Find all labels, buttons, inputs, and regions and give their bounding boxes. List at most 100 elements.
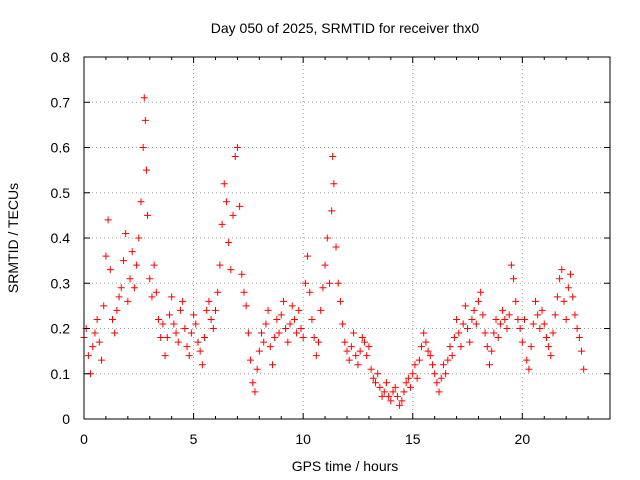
data-point <box>325 279 333 287</box>
data-point <box>562 315 570 323</box>
data-point <box>444 356 452 364</box>
data-point <box>556 275 564 283</box>
data-point <box>538 306 546 314</box>
data-point <box>299 334 307 342</box>
data-point <box>516 325 524 332</box>
data-point <box>122 229 130 237</box>
data-point <box>396 401 404 409</box>
x-tick-label: 0 <box>80 431 88 447</box>
data-point <box>258 329 266 337</box>
data-point <box>165 311 173 319</box>
data-point <box>536 325 544 332</box>
data-point <box>317 306 325 314</box>
data-point <box>512 297 520 305</box>
data-point <box>485 361 493 369</box>
data-point <box>242 302 250 310</box>
data-point <box>336 297 344 305</box>
data-point <box>236 202 244 210</box>
data-point <box>398 397 406 405</box>
y-tick-label: 0.2 <box>51 321 71 337</box>
data-point <box>560 297 568 305</box>
data-point <box>102 252 110 260</box>
data-point <box>306 288 314 296</box>
y-tick-label: 0.6 <box>51 140 71 156</box>
data-point <box>420 329 428 337</box>
data-point <box>315 338 323 346</box>
data-point <box>159 320 167 328</box>
data-point <box>244 329 252 337</box>
data-point <box>231 153 239 161</box>
data-point <box>371 379 379 387</box>
data-point <box>428 361 436 369</box>
data-point <box>475 297 482 305</box>
data-point <box>301 279 309 287</box>
data-point <box>93 315 101 323</box>
data-point <box>251 388 259 396</box>
data-point <box>510 275 518 283</box>
data-point <box>446 343 454 351</box>
data-point <box>295 306 303 314</box>
data-point <box>418 343 426 351</box>
data-point <box>288 302 296 310</box>
data-point <box>571 311 579 319</box>
data-point <box>437 374 445 382</box>
data-point <box>264 306 272 314</box>
data-point <box>181 325 189 332</box>
data-point <box>176 306 184 314</box>
data-point <box>389 388 397 396</box>
data-point <box>426 352 434 360</box>
data-point <box>190 311 198 319</box>
data-point <box>459 320 467 328</box>
data-point <box>472 320 480 328</box>
data-point <box>424 347 432 355</box>
data-point <box>207 315 215 323</box>
data-point <box>95 338 103 346</box>
data-point <box>310 334 318 342</box>
data-point <box>356 347 364 355</box>
data-point <box>91 329 99 337</box>
data-point <box>84 352 92 360</box>
data-point <box>525 365 533 373</box>
data-point <box>198 361 206 369</box>
data-point <box>104 216 112 224</box>
data-point <box>174 338 182 346</box>
data-point <box>435 388 443 396</box>
data-point <box>273 315 281 323</box>
data-point <box>549 329 557 337</box>
data-point <box>161 352 169 360</box>
data-point <box>187 329 195 337</box>
data-point <box>271 334 279 342</box>
data-point <box>319 284 327 292</box>
data-point <box>575 334 583 342</box>
data-point <box>128 248 136 256</box>
data-point <box>345 356 353 364</box>
data-point <box>262 320 270 328</box>
data-point <box>523 356 531 364</box>
data-point <box>409 370 417 378</box>
data-point <box>163 334 171 342</box>
data-point <box>551 311 559 319</box>
data-point <box>564 284 572 292</box>
data-point <box>168 293 176 301</box>
grid-layer <box>84 57 610 419</box>
data-point <box>580 365 588 373</box>
data-point <box>363 352 371 360</box>
data-point <box>113 306 121 314</box>
data-point <box>464 325 472 332</box>
data-point <box>503 325 511 332</box>
data-point <box>422 338 430 346</box>
data-point <box>225 239 233 247</box>
data-point <box>332 243 340 251</box>
data-point <box>343 347 351 355</box>
data-point <box>179 297 187 305</box>
data-point <box>341 338 349 346</box>
data-point <box>284 338 292 346</box>
data-point <box>220 180 228 188</box>
data-point <box>209 325 217 332</box>
data-point <box>457 343 465 351</box>
y-tick-label: 0.8 <box>51 49 71 65</box>
data-point <box>330 180 338 188</box>
data-point <box>578 347 586 355</box>
data-point <box>126 275 134 283</box>
